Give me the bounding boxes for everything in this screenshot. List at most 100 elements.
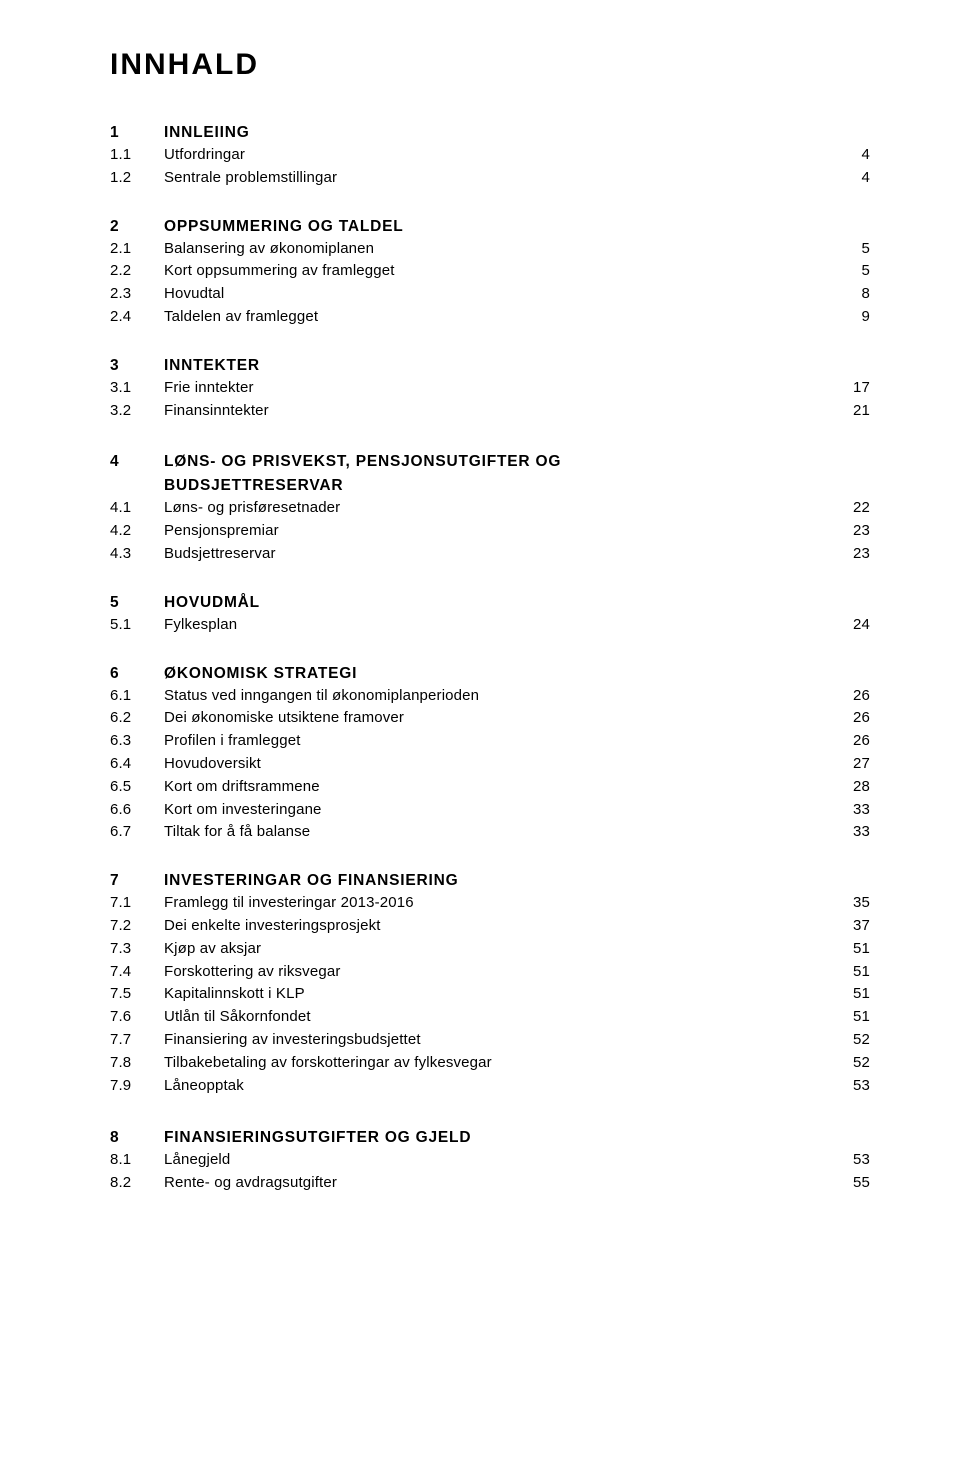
toc-entry-page: 26 [830,707,870,730]
toc-entry: 4.1Løns- og prisføresetnader22 [110,497,870,520]
toc-entry-number: 6.1 [110,685,164,708]
toc-entry-page: 24 [830,614,870,637]
toc-entry-page: 26 [830,685,870,708]
toc-section: 3INNTEKTER3.1Frie inntekter173.2Finansin… [110,357,870,423]
toc-entry-label: Budsjettreservar [164,543,830,566]
toc-entry-page: 9 [830,306,870,329]
page-title: INNHALD [110,48,870,82]
toc-entry-label: Sentrale problemstillingar [164,167,830,190]
toc-entry: 7.2Dei enkelte investeringsprosjekt37 [110,915,870,938]
toc-section-label: INVESTERINGAR OG FINANSIERING [164,872,870,890]
toc-entry: 6.5Kort om driftsrammene28 [110,776,870,799]
toc-section-label: FINANSIERINGSUTGIFTER OG GJELD [164,1129,870,1147]
toc-entry: 2.2Kort oppsummering av framlegget5 [110,260,870,283]
toc-entry: 7.9Låneopptak53 [110,1075,870,1098]
toc-entry-page: 23 [830,520,870,543]
toc-entry-page: 51 [830,938,870,961]
toc-entry-label: Kjøp av aksjar [164,938,830,961]
toc-entry-number: 4.3 [110,543,164,566]
toc-entry-label: Tiltak for å få balanse [164,821,830,844]
toc-section-label: INNLEIING [164,124,870,142]
toc-entry-label: Taldelen av framlegget [164,306,830,329]
toc-entry-label: Kort oppsummering av framlegget [164,260,830,283]
toc-entry-page: 55 [830,1172,870,1195]
toc-entry: 8.2Rente- og avdragsutgifter55 [110,1172,870,1195]
toc-entry-page: 21 [830,400,870,423]
toc-entry-number: 8.2 [110,1172,164,1195]
toc-entry-number: 7.7 [110,1029,164,1052]
toc-entry-label: Pensjonspremiar [164,520,830,543]
toc-entry: 7.8Tilbakebetaling av forskotteringar av… [110,1052,870,1075]
toc-entry-label: Profilen i framlegget [164,730,830,753]
toc-entry-number: 6.3 [110,730,164,753]
toc-entry-label: Hovudoversikt [164,753,830,776]
toc-entry-page: 52 [830,1029,870,1052]
toc-entry-label: Dei økonomiske utsiktene framover [164,707,830,730]
toc-entry-page: 28 [830,776,870,799]
toc-entry-label: Finansinntekter [164,400,830,423]
toc-entry-label: Utlån til Såkornfondet [164,1006,830,1029]
toc-section-label-cont: BUDSJETTRESERVAR [164,474,870,498]
toc-entry-label: Status ved inngangen til økonomiplanperi… [164,685,830,708]
toc-section-number: 8 [110,1129,164,1147]
toc-entry-page: 4 [830,144,870,167]
toc-entry-page: 35 [830,892,870,915]
toc-entry-page: 33 [830,799,870,822]
toc-entry-number: 6.5 [110,776,164,799]
toc-entry-page: 37 [830,915,870,938]
toc-entry: 7.7Finansiering av investeringsbudsjette… [110,1029,870,1052]
toc-entry-number: 1.1 [110,144,164,167]
toc-section-label: INNTEKTER [164,357,870,375]
toc-entry: 7.1Framlegg til investeringar 2013-20163… [110,892,870,915]
toc-section-number: 6 [110,665,164,683]
table-of-contents: 1INNLEIING1.1Utfordringar41.2Sentrale pr… [110,124,870,1195]
toc-entry-page: 51 [830,983,870,1006]
toc-entry-label: Tilbakebetaling av forskotteringar av fy… [164,1052,830,1075]
toc-entry-label: Hovudtal [164,283,830,306]
toc-entry-number: 7.9 [110,1075,164,1098]
toc-entry-page: 22 [830,497,870,520]
toc-entry-page: 51 [830,961,870,984]
toc-entry-number: 7.2 [110,915,164,938]
toc-entry-number: 4.2 [110,520,164,543]
toc-entry: 2.4Taldelen av framlegget9 [110,306,870,329]
toc-entry: 7.3Kjøp av aksjar51 [110,938,870,961]
toc-entry: 8.1Lånegjeld53 [110,1149,870,1172]
toc-section-head: 6ØKONOMISK STRATEGI [110,665,870,683]
toc-entry-label: Forskottering av riksvegar [164,961,830,984]
toc-entry-number: 7.6 [110,1006,164,1029]
toc-entry-page: 5 [830,260,870,283]
toc-section-number: 5 [110,594,164,612]
toc-entry-number: 2.3 [110,283,164,306]
toc-entry-page: 53 [830,1149,870,1172]
toc-entry: 5.1Fylkesplan24 [110,614,870,637]
toc-entry-number: 6.2 [110,707,164,730]
toc-entry-page: 23 [830,543,870,566]
toc-section: 1INNLEIING1.1Utfordringar41.2Sentrale pr… [110,124,870,190]
toc-entry-page: 27 [830,753,870,776]
toc-entry: 2.3Hovudtal8 [110,283,870,306]
toc-section-number: 4 [110,450,164,474]
toc-entry-page: 33 [830,821,870,844]
toc-entry: 3.1Frie inntekter17 [110,377,870,400]
toc-section-head: 3INNTEKTER [110,357,870,375]
toc-entry-label: Kapitalinnskott i KLP [164,983,830,1006]
toc-entry: 6.4Hovudoversikt27 [110,753,870,776]
toc-entry: 4.3Budsjettreservar23 [110,543,870,566]
toc-entry: 1.2Sentrale problemstillingar4 [110,167,870,190]
toc-entry-number: 2.1 [110,238,164,261]
toc-entry-label: Kort om driftsrammene [164,776,830,799]
toc-entry-label: Løns- og prisføresetnader [164,497,830,520]
toc-entry-label: Balansering av økonomiplanen [164,238,830,261]
toc-entry-label: Lånegjeld [164,1149,830,1172]
toc-entry: 6.6Kort om investeringane33 [110,799,870,822]
toc-entry: 6.3Profilen i framlegget26 [110,730,870,753]
toc-entry-page: 17 [830,377,870,400]
toc-entry-page: 51 [830,1006,870,1029]
toc-section-number: 2 [110,218,164,236]
toc-entry: 1.1Utfordringar4 [110,144,870,167]
toc-section: 2OPPSUMMERING OG TALDEL2.1Balansering av… [110,218,870,329]
toc-entry-number: 1.2 [110,167,164,190]
toc-entry-number: 7.8 [110,1052,164,1075]
toc-entry-number: 5.1 [110,614,164,637]
